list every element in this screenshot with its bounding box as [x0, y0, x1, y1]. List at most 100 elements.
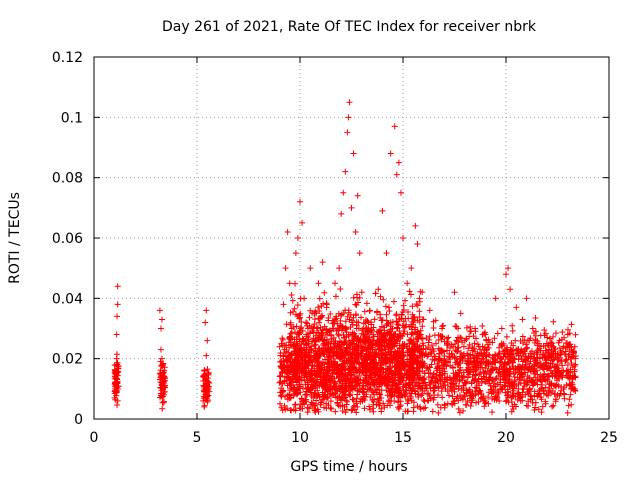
data-point: [410, 340, 417, 347]
data-point: [395, 159, 402, 166]
data-point: [459, 354, 466, 361]
data-point: [327, 385, 334, 392]
data-point: [314, 351, 321, 358]
data-point: [440, 322, 447, 329]
data-point: [429, 374, 436, 381]
data-point: [404, 400, 411, 407]
data-point: [489, 389, 496, 396]
data-point: [393, 388, 400, 395]
data-point: [492, 394, 499, 401]
data-point: [313, 371, 320, 378]
data-point: [486, 352, 493, 359]
data-point: [396, 387, 403, 394]
data-point: [360, 320, 367, 327]
data-point: [563, 356, 570, 363]
data-point: [516, 374, 523, 381]
data-point: [417, 405, 424, 412]
data-point: [387, 364, 394, 371]
data-point: [498, 363, 505, 370]
data-point: [277, 349, 284, 356]
data-point: [346, 99, 353, 106]
data-point: [340, 352, 347, 359]
data-point: [527, 358, 534, 365]
data-point: [381, 331, 388, 338]
data-point: [371, 350, 378, 357]
data-point: [420, 316, 427, 323]
data-point: [157, 390, 164, 397]
data-point: [545, 392, 552, 399]
data-point: [293, 334, 300, 341]
data-point: [426, 364, 433, 371]
data-point: [321, 289, 328, 296]
data-point: [414, 302, 421, 309]
data-point: [325, 402, 332, 409]
data-point: [366, 308, 373, 315]
data-point: [308, 349, 315, 356]
data-point: [358, 289, 365, 296]
data-point: [466, 341, 473, 348]
data-point: [365, 326, 372, 333]
data-point: [381, 343, 388, 350]
data-point: [360, 366, 367, 373]
data-point: [536, 355, 543, 362]
data-point: [311, 390, 318, 397]
data-point: [302, 354, 309, 361]
data-point: [346, 341, 353, 348]
data-point: [523, 295, 530, 302]
data-point: [298, 324, 305, 331]
data-point: [203, 307, 210, 314]
data-point: [337, 377, 344, 384]
data-point: [406, 352, 413, 359]
data-point: [492, 375, 499, 382]
data-point: [350, 396, 357, 403]
data-point: [355, 334, 362, 341]
data-point: [313, 324, 320, 331]
data-point: [473, 363, 480, 370]
data-point: [331, 385, 338, 392]
y-tick-label: 0.04: [52, 291, 83, 307]
data-point: [277, 362, 284, 369]
data-point: [326, 377, 333, 384]
data-point: [353, 301, 360, 308]
data-point: [114, 365, 121, 372]
data-point: [386, 388, 393, 395]
data-point: [342, 307, 349, 314]
data-point: [395, 322, 402, 329]
x-axis-label: GPS time / hours: [290, 459, 407, 475]
data-point: [353, 409, 360, 416]
data-point: [345, 332, 352, 339]
data-point: [114, 313, 121, 320]
data-point: [485, 351, 492, 358]
data-point: [414, 365, 421, 372]
data-point: [485, 344, 492, 351]
data-point: [546, 353, 553, 360]
data-point: [435, 355, 442, 362]
data-point: [295, 348, 302, 355]
data-point: [352, 228, 359, 235]
data-point: [420, 342, 427, 349]
data-point: [201, 403, 208, 410]
data-point: [535, 340, 542, 347]
data-point: [340, 310, 347, 317]
data-point: [393, 358, 400, 365]
data-point: [315, 304, 322, 311]
data-point: [291, 388, 298, 395]
data-point: [561, 351, 568, 358]
data-point: [566, 396, 573, 403]
data-point: [410, 351, 417, 358]
data-point: [426, 392, 433, 399]
data-point: [441, 359, 448, 366]
data-point: [294, 342, 301, 349]
data-point: [536, 345, 543, 352]
data-point: [303, 374, 310, 381]
data-point: [500, 353, 507, 360]
data-point: [571, 343, 578, 350]
data-point: [337, 312, 344, 319]
data-point: [430, 387, 437, 394]
data-point: [286, 280, 293, 287]
data-point: [397, 402, 404, 409]
data-point: [482, 399, 489, 406]
data-point: [204, 337, 211, 344]
data-point: [372, 362, 379, 369]
data-point: [416, 343, 423, 350]
